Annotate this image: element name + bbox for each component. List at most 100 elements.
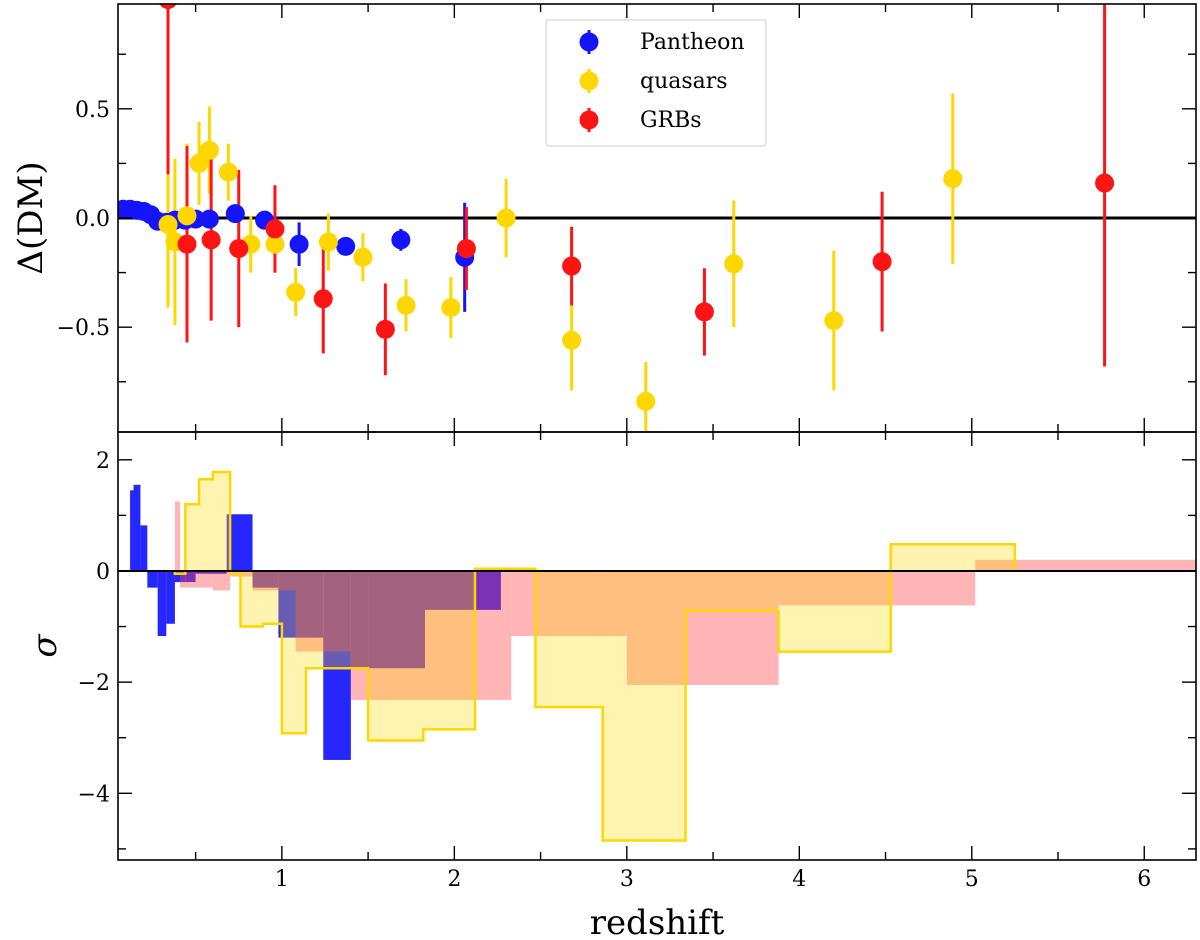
top-panel-delta-dm: 0.5 0.0 −0.5 Δ(DM) — [11, 3, 1197, 433]
grbs-bin — [180, 570, 213, 588]
bottom-x-tick-label: 4 — [792, 867, 806, 892]
quasars-point — [318, 232, 338, 252]
quasars-bin — [535, 570, 603, 708]
quasars-point — [724, 254, 744, 274]
quasars-bin — [306, 570, 369, 669]
grbs-bin — [174, 501, 181, 571]
top-y-axis-label: Δ(DM) — [11, 161, 51, 274]
legend: Pantheon quasars GRBs — [545, 19, 767, 147]
pantheon-bin — [252, 570, 279, 588]
pantheon-bin — [350, 570, 369, 669]
pantheon-point — [199, 209, 219, 229]
pantheon-bin — [475, 570, 501, 610]
quasars-bin — [602, 570, 686, 841]
top-y-tick-label: 0.5 — [75, 98, 110, 123]
grbs-point — [456, 239, 476, 259]
pantheon-bin — [368, 570, 426, 669]
pantheon-bin — [140, 525, 148, 571]
grbs-point — [562, 256, 582, 276]
pantheon-bin — [174, 570, 186, 583]
bottom-panel-frame — [117, 431, 1197, 861]
grbs-bin — [212, 570, 231, 591]
grbs-bin — [626, 570, 779, 685]
bottom-x-tick-label: 1 — [275, 867, 289, 892]
quasars-bin — [185, 504, 200, 571]
pantheon-bin — [323, 570, 351, 760]
quasars-point — [824, 311, 844, 331]
legend-pantheon-label: Pantheon — [640, 30, 745, 55]
grbs-bin — [295, 570, 317, 652]
quasars-point — [158, 215, 178, 235]
grbs-point — [265, 219, 285, 239]
pantheon-bin — [130, 490, 134, 571]
quasars-point — [265, 234, 285, 254]
quasars-point — [177, 206, 197, 226]
quasars-point — [353, 247, 373, 267]
grbs-point — [313, 289, 333, 309]
quasars-point — [636, 391, 656, 411]
quasars-point — [218, 162, 238, 182]
top-y-tick-label: 0.0 — [75, 207, 110, 232]
quasars-bin — [262, 570, 282, 624]
quasars-bin — [240, 570, 263, 627]
x-axis-label: redshift — [590, 903, 725, 940]
legend-quasars-marker — [579, 71, 599, 91]
grbs-point — [159, 4, 177, 10]
bottom-x-tick-label: 3 — [620, 867, 634, 892]
quasars-point — [441, 298, 461, 318]
quasars-bin — [685, 570, 779, 611]
grbs-point — [201, 230, 221, 250]
bottom-y-tick-label: 2 — [96, 449, 110, 474]
pantheon-bin — [133, 484, 141, 571]
pantheon-bin — [166, 570, 175, 624]
bottom-y-axis-label: σ — [25, 634, 65, 658]
pantheon-point — [336, 236, 356, 256]
quasars-point — [396, 295, 416, 315]
pantheon-bin — [278, 570, 324, 638]
bottom-x-tick-label: 6 — [1137, 867, 1151, 892]
legend-grbs-marker — [579, 110, 599, 130]
legend-pantheon-marker — [579, 32, 599, 52]
pantheon-bin — [185, 570, 196, 583]
pantheon-point — [391, 230, 411, 250]
quasars-point — [562, 330, 582, 350]
grbs-bin — [778, 570, 976, 606]
grbs-point — [872, 252, 892, 272]
grbs-bin — [316, 570, 351, 652]
pantheon-bin — [157, 570, 167, 636]
grbs-bin — [252, 570, 296, 591]
grbs-point — [229, 239, 249, 259]
quasars-bin — [174, 570, 186, 574]
grbs-point — [375, 319, 395, 339]
quasars-bin — [199, 479, 213, 571]
pantheon-bin — [195, 570, 227, 574]
pantheon-point — [289, 234, 309, 254]
quasars-bin — [890, 544, 1015, 571]
bottom-y-tick-label: 0 — [96, 560, 110, 585]
top-y-tick-label: −0.5 — [57, 316, 110, 341]
quasars-step-outline — [173, 470, 1017, 842]
bottom-x-tick-label: 2 — [447, 867, 461, 892]
bottom-y-tick-label: −2 — [78, 671, 110, 696]
pantheon-bin — [425, 570, 476, 610]
grbs-point — [177, 234, 197, 254]
quasars-bin — [281, 570, 307, 734]
bottom-y-tick-label: −4 — [78, 782, 110, 807]
quasars-bin — [212, 472, 231, 571]
grbs-point — [694, 302, 714, 322]
quasars-point — [943, 169, 963, 189]
bottom-panel-sigma: 1 2 3 4 5 6 2 0 −2 −4 σ redshift — [25, 431, 1197, 940]
quasars-bin — [423, 570, 476, 730]
pantheon-point — [225, 204, 245, 224]
pantheon-bin — [147, 570, 158, 588]
quasars-bin — [368, 570, 424, 741]
legend-box — [545, 19, 767, 147]
grbs-bin — [368, 570, 512, 700]
quasars-bin — [230, 570, 241, 574]
grbs-point — [1095, 173, 1115, 193]
quasars-point — [199, 140, 219, 160]
bottom-x-tick-label: 5 — [965, 867, 979, 892]
legend-grbs-label: GRBs — [640, 108, 702, 133]
quasars-point — [496, 208, 516, 228]
